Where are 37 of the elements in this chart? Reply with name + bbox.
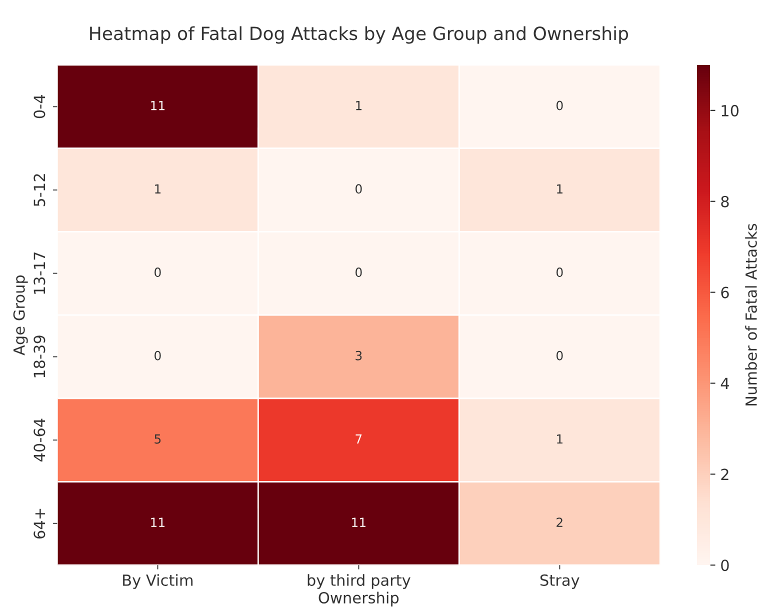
x-axis-title: Ownership bbox=[318, 592, 399, 606]
y-tick-label: 13-17 bbox=[34, 252, 46, 294]
data-label: 1 bbox=[557, 184, 562, 194]
data-label: 0 bbox=[154, 268, 161, 277]
color-bar-label: 0 bbox=[721, 560, 729, 572]
y-tick-label: 5-12 bbox=[34, 174, 46, 206]
y-axis-title: Age Group bbox=[13, 275, 28, 356]
data-label: 0 bbox=[556, 268, 563, 277]
color-bar-label: 10 bbox=[722, 104, 739, 116]
x-tick-label: Stray bbox=[540, 574, 580, 589]
data-label: 11 bbox=[151, 100, 164, 110]
data-label: 1 bbox=[155, 184, 161, 194]
color-bar-label: 8 bbox=[721, 196, 729, 208]
data-label: 3 bbox=[356, 350, 362, 360]
data-label: 2 bbox=[556, 518, 562, 527]
data-label: 0 bbox=[154, 350, 161, 360]
data-label: 0 bbox=[356, 184, 362, 194]
color-bar-label: 4 bbox=[720, 378, 729, 390]
x-tick-label: by third party bbox=[308, 574, 410, 589]
data-label: 1 bbox=[356, 100, 362, 110]
color-bar-title: Number of Fatal Attacks bbox=[745, 224, 757, 406]
data-label: 0 bbox=[556, 100, 563, 110]
data-label: 1 bbox=[557, 434, 562, 444]
data-label: 5 bbox=[154, 434, 161, 444]
y-tick-label: 18-39 bbox=[34, 336, 46, 378]
chart-title: Heatmap of Fatal Dog Attacks by Age Group and Ownership bbox=[90, 26, 628, 44]
data-label: 0 bbox=[356, 268, 362, 277]
y-tick-label: 0-4 bbox=[34, 95, 46, 118]
color-bar-label: 6 bbox=[721, 286, 729, 298]
x-tick-label: By Victim bbox=[123, 574, 193, 589]
y-tick-label: 64+ bbox=[34, 508, 46, 538]
color-bar-label: 2 bbox=[721, 468, 728, 480]
data-label: 7 bbox=[356, 434, 362, 444]
data-label: 11 bbox=[352, 518, 366, 527]
data-label: 0 bbox=[556, 350, 563, 360]
y-tick-label: 40-64 bbox=[34, 418, 46, 462]
data-label: 11 bbox=[151, 518, 164, 527]
